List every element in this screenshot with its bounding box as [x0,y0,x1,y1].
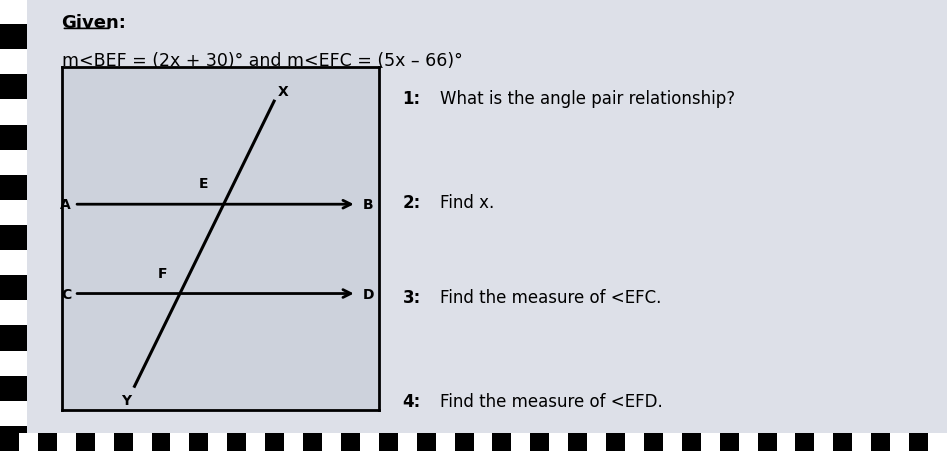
Bar [0,433,19,451]
Text: m<BEF = (2x + 30)° and m<EFC = (5x – 66)°: m<BEF = (2x + 30)° and m<EFC = (5x – 66)… [62,52,462,70]
Text: C: C [61,287,71,301]
Bar [568,433,587,451]
Bar [852,433,871,451]
Bar [57,433,76,451]
Bar [152,433,170,451]
Bar [38,433,57,451]
Bar [227,433,246,451]
Text: F: F [158,266,168,280]
Bar [0,401,27,426]
Text: A: A [61,198,71,212]
Bar [0,376,27,401]
Bar [341,433,360,451]
Bar [398,433,417,451]
Bar [871,433,890,451]
Bar [0,301,27,326]
Bar [474,433,492,451]
Bar [265,433,284,451]
Bar [720,433,739,451]
Bar [739,433,758,451]
Bar [625,433,644,451]
Bar [890,433,909,451]
Bar [511,433,530,451]
Bar [0,351,27,376]
Bar [133,433,152,451]
Bar [530,433,549,451]
Bar [663,433,682,451]
Bar [189,433,208,451]
Text: D: D [363,287,374,301]
Bar [0,25,27,50]
Text: Find x.: Find x. [440,194,494,212]
Bar [0,200,27,226]
Bar [492,433,511,451]
Text: 4:: 4: [402,392,420,410]
Bar [455,433,474,451]
Text: Find the measure of <EFC.: Find the measure of <EFC. [440,289,662,307]
Text: B: B [363,198,373,212]
Text: 3:: 3: [402,289,420,307]
Bar [758,433,777,451]
Bar [0,50,27,75]
Bar [0,100,27,125]
Bar [19,433,38,451]
Bar [833,433,852,451]
Bar [777,433,795,451]
Bar [928,433,947,451]
Bar [95,433,114,451]
Bar [303,433,322,451]
Bar [682,433,701,451]
Bar [0,276,27,301]
Text: 1:: 1: [402,90,420,108]
Bar [0,251,27,276]
Bar [0,125,27,150]
Bar [417,433,436,451]
Text: 2:: 2: [402,194,420,212]
Bar [0,326,27,351]
Bar [701,433,720,451]
Text: Find the measure of <EFD.: Find the measure of <EFD. [440,392,663,410]
Bar [549,433,568,451]
Bar [208,433,227,451]
Text: What is the angle pair relationship?: What is the angle pair relationship? [440,90,736,108]
Bar [170,433,189,451]
Text: X: X [277,84,288,98]
Bar [606,433,625,451]
Bar [814,433,833,451]
Bar [0,75,27,100]
Bar [0,0,27,25]
Bar [284,433,303,451]
Text: E: E [198,177,207,191]
Bar [587,433,606,451]
Bar [644,433,663,451]
Bar [246,433,265,451]
Bar [360,433,379,451]
Text: Y: Y [121,393,132,407]
Bar [76,433,95,451]
Bar [379,433,398,451]
Bar [436,433,455,451]
Bar [0,175,27,200]
Bar [114,433,133,451]
Bar [0,226,27,251]
Bar [0,150,27,175]
Bar [0,426,27,451]
Text: Given:: Given: [62,14,127,32]
Bar [909,433,928,451]
Bar [795,433,814,451]
Bar [322,433,341,451]
